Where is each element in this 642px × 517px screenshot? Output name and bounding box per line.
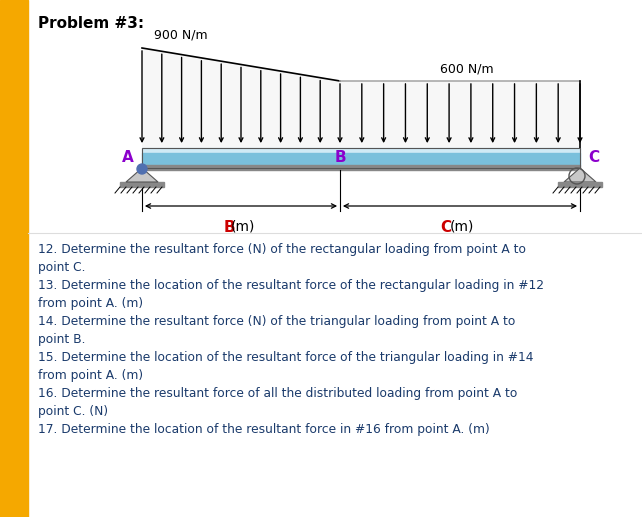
Polygon shape <box>126 168 158 182</box>
Bar <box>142 165 580 170</box>
Text: point C.: point C. <box>38 261 85 274</box>
Bar <box>0 0 28 517</box>
Polygon shape <box>142 48 580 148</box>
Text: C: C <box>588 150 599 165</box>
Bar <box>142 148 580 168</box>
Bar <box>142 153 580 165</box>
Bar <box>120 182 164 187</box>
Text: 600 N/m: 600 N/m <box>440 62 494 75</box>
Text: (m): (m) <box>231 220 255 234</box>
Text: point C. (N): point C. (N) <box>38 405 108 418</box>
Text: from point A. (m): from point A. (m) <box>38 369 143 382</box>
Text: 12. Determine the resultant force (N) of the rectangular loading from point A to: 12. Determine the resultant force (N) of… <box>38 243 526 256</box>
Text: 16. Determine the resultant force of all the distributed loading from point A to: 16. Determine the resultant force of all… <box>38 387 517 400</box>
Text: A: A <box>122 150 134 165</box>
Text: 900 N/m: 900 N/m <box>154 29 207 42</box>
Text: 14. Determine the resultant force (N) of the triangular loading from point A to: 14. Determine the resultant force (N) of… <box>38 315 516 328</box>
Text: 13. Determine the location of the resultant force of the rectangular loading in : 13. Determine the location of the result… <box>38 279 544 292</box>
Text: (m): (m) <box>450 220 474 234</box>
Circle shape <box>137 164 147 174</box>
Text: 15. Determine the location of the resultant force of the triangular loading in #: 15. Determine the location of the result… <box>38 351 534 364</box>
Polygon shape <box>564 168 596 182</box>
Bar <box>558 182 602 187</box>
Bar <box>142 148 580 153</box>
Text: Problem #3:: Problem #3: <box>38 16 144 31</box>
Text: C: C <box>440 220 451 235</box>
Text: B: B <box>334 150 346 165</box>
Text: point B.: point B. <box>38 333 85 346</box>
Text: 17. Determine the location of the resultant force in #16 from point A. (m): 17. Determine the location of the result… <box>38 423 490 436</box>
Text: B: B <box>223 220 235 235</box>
Text: from point A. (m): from point A. (m) <box>38 297 143 310</box>
